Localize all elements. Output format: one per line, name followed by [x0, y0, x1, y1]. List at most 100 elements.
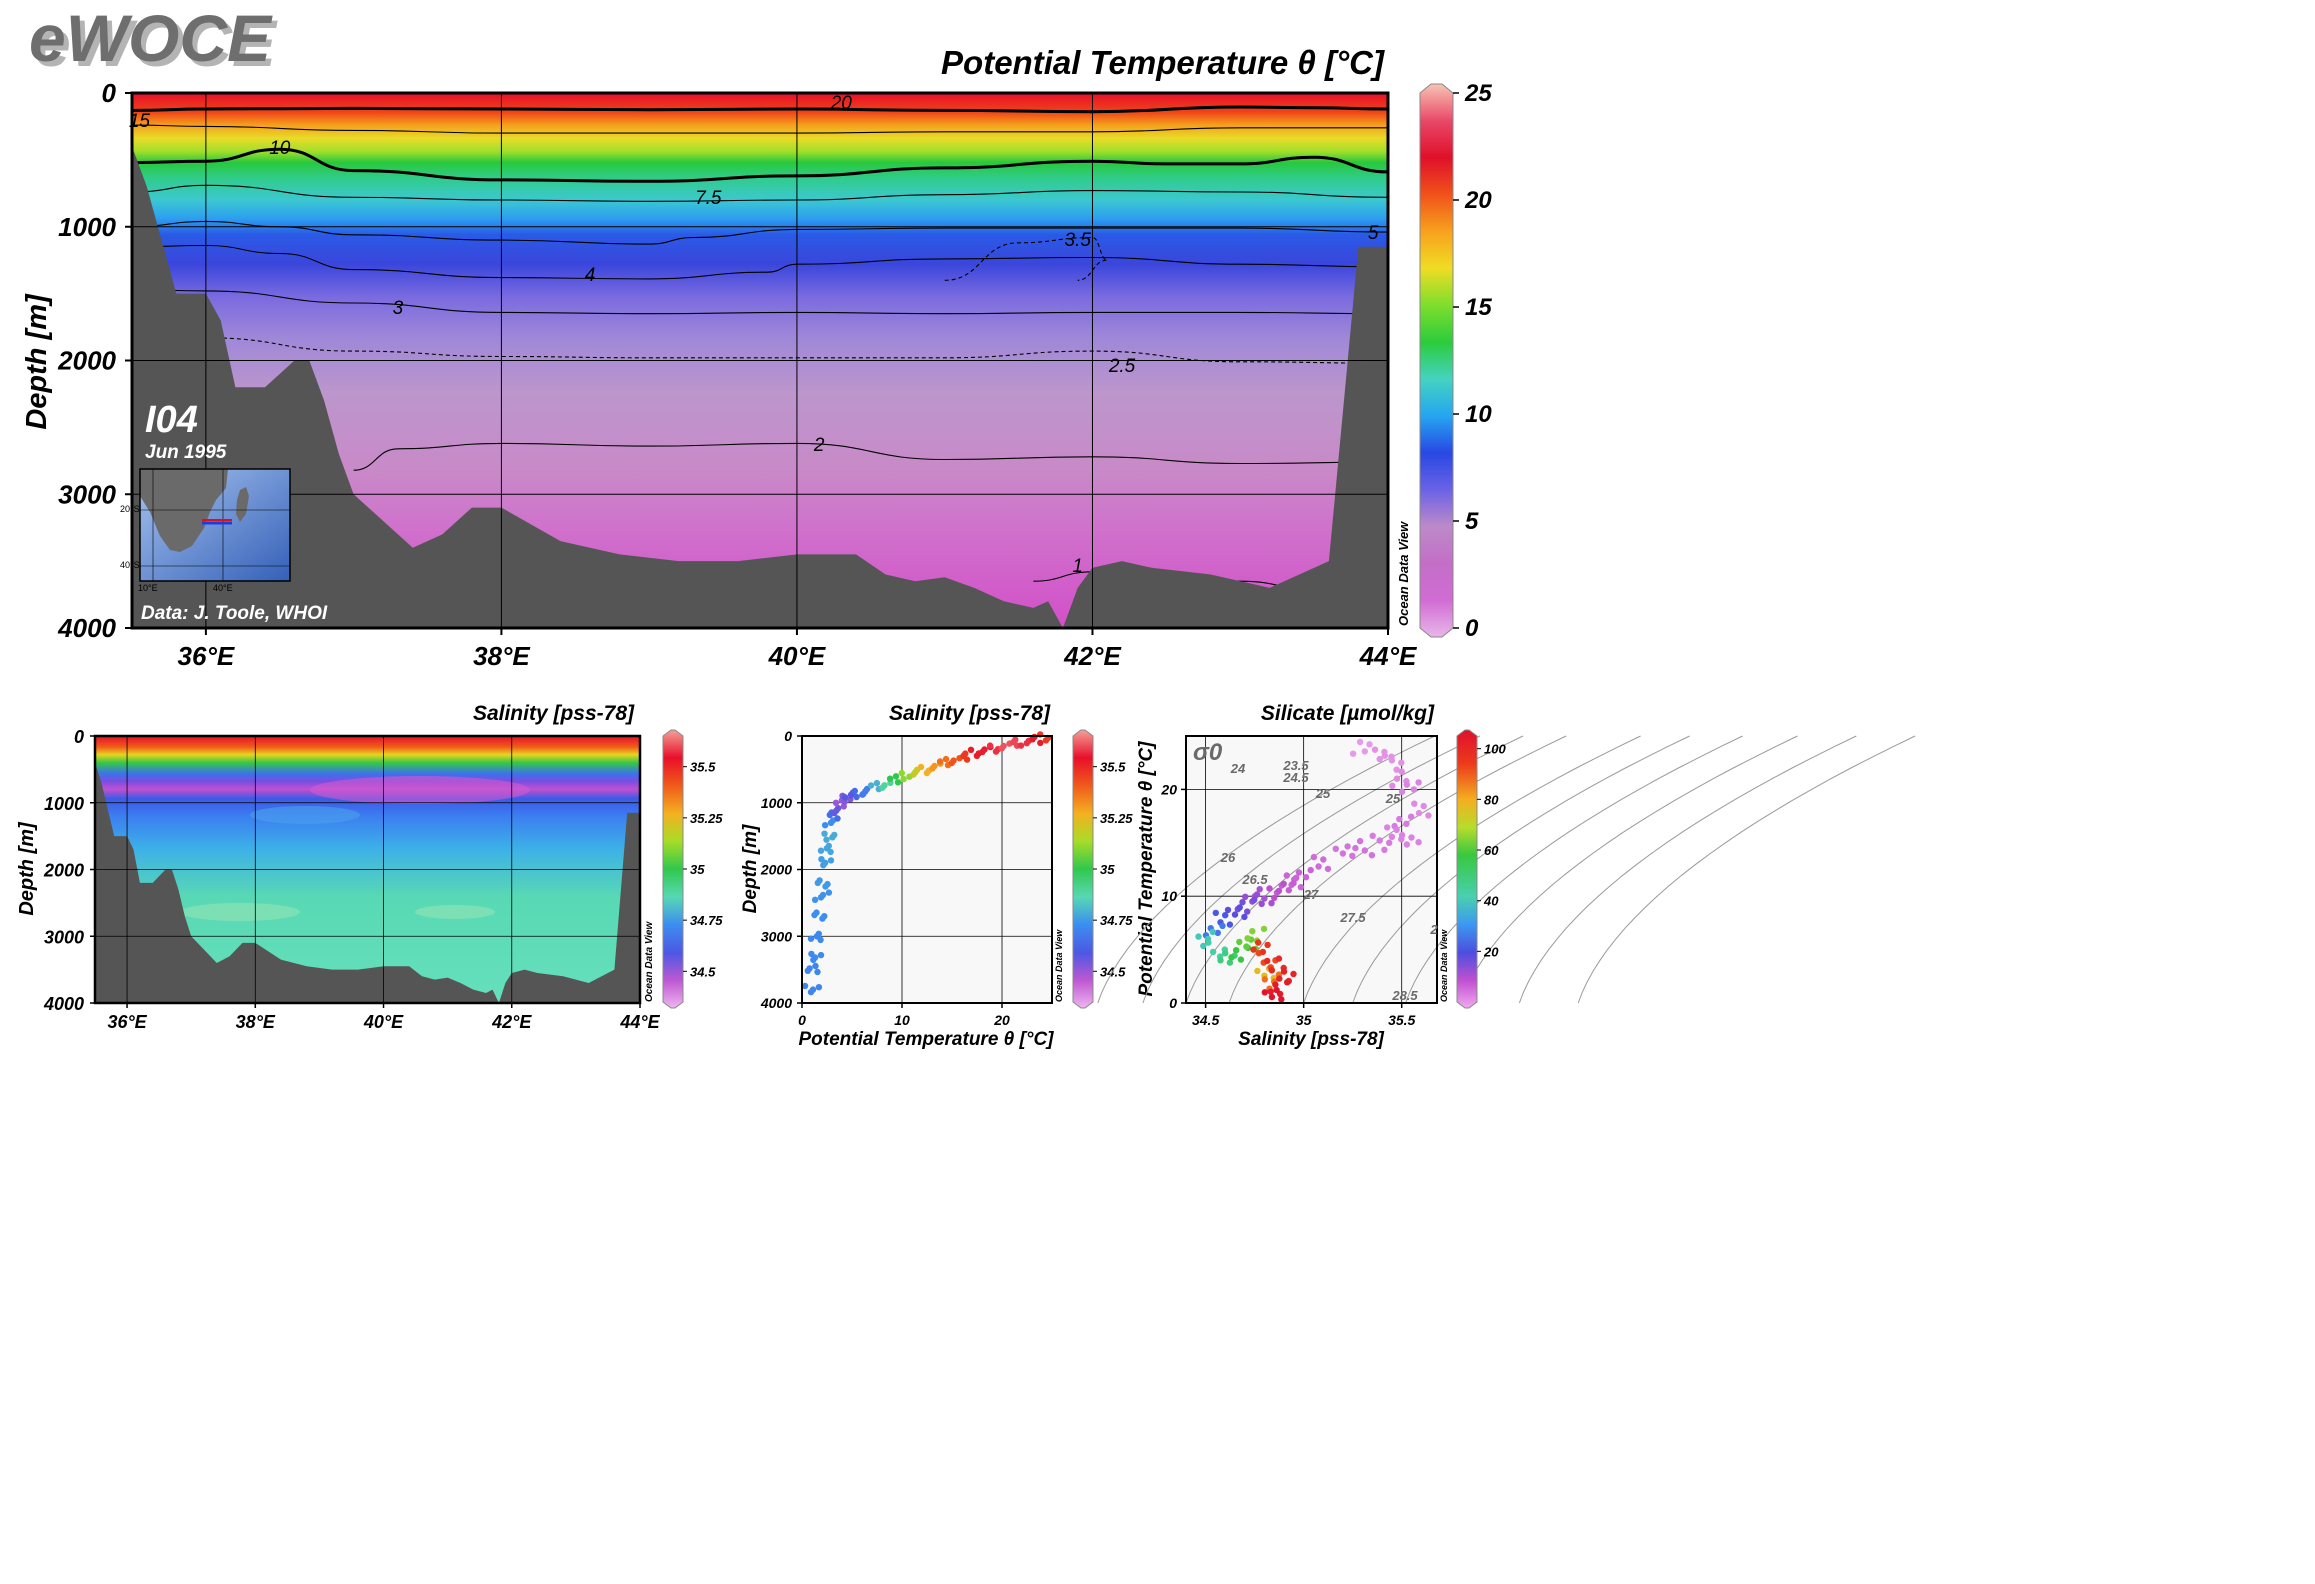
depth-theta-point	[814, 968, 821, 976]
depth-theta-point	[1000, 742, 1007, 750]
theta-salinity-point	[1411, 800, 1418, 807]
depth-theta-point	[841, 794, 849, 801]
depth-theta-point	[834, 805, 842, 812]
salinity-deep-max-b	[415, 905, 495, 919]
depth-theta-point	[936, 758, 944, 765]
theta-salinity-title: Silicate [µmol/kg]	[1261, 702, 1435, 725]
contour-label: 4	[585, 265, 596, 286]
depth-theta-point	[962, 750, 969, 757]
depth-theta-x-label: Potential Temperature θ [°C]	[798, 1029, 1054, 1050]
salinity-x-tick: 36°E	[107, 1012, 147, 1032]
theta-salinity-point	[1396, 815, 1403, 823]
theta-salinity-y-label: Potential Temperature θ [°C]	[1136, 741, 1157, 997]
contour-4	[132, 244, 1388, 280]
salinity-x-tick: 42°E	[491, 1012, 532, 1032]
temperature-y-tick: 0	[102, 78, 117, 108]
theta-salinity-point	[1260, 925, 1268, 933]
temperature-y-tick: 2000	[57, 346, 116, 376]
theta-salinity-point	[1259, 948, 1267, 956]
theta-salinity-point	[1280, 880, 1287, 887]
depth-theta-point	[815, 984, 823, 991]
theta-salinity-point	[1261, 895, 1268, 902]
theta-salinity-point	[1251, 896, 1258, 903]
depth-theta-x-tick: 20	[993, 1012, 1010, 1028]
salinity-colorbar-tick: 35	[1100, 862, 1115, 877]
theta-salinity-point	[1237, 956, 1245, 963]
depth-theta-point	[819, 891, 827, 899]
depth-theta-y-tick: 0	[784, 728, 792, 744]
depth-theta-x-ticks: 0 10 20	[798, 1003, 1010, 1028]
silicate-colorbar-tick: 20	[1483, 944, 1499, 959]
isopycnal-label: 27	[1303, 887, 1319, 902]
contour-3	[132, 289, 1388, 315]
depth-theta-x-tick: 0	[798, 1012, 806, 1028]
theta-salinity-point	[1352, 844, 1359, 852]
temperature-y-label: Depth [m]	[21, 293, 53, 430]
theta-salinity-point	[1255, 939, 1262, 946]
theta-salinity-point	[1236, 938, 1243, 946]
theta-salinity-frame	[1185, 735, 1438, 1004]
isopycnal-labels: 23.5 24 24.5 25 26 26.5 27 27.5 28.5 25 2	[1220, 758, 1439, 1003]
theta-salinity-point	[1369, 832, 1376, 839]
theta-salinity-point	[1219, 922, 1226, 930]
theta-salinity-point	[1381, 752, 1389, 759]
contour-label: 10	[269, 138, 291, 159]
isopycnal-line	[1142, 735, 1481, 1004]
isopycnal-label: 23.5	[1282, 758, 1309, 773]
section-name: I04	[145, 399, 198, 441]
theta-salinity-point	[1420, 802, 1427, 810]
theta-salinity-point	[1403, 841, 1411, 848]
temperature-y-tick: 3000	[58, 479, 116, 509]
temperature-gridlines	[132, 93, 1388, 628]
isopycnal-line	[1460, 735, 1798, 1004]
depth-theta-y-tick: 4000	[760, 995, 792, 1011]
salinity-y-tick: 2000	[43, 861, 84, 881]
theta-salinity-point	[1264, 941, 1271, 949]
isopycnal-label: 27.5	[1339, 910, 1366, 925]
sigma-label: σ0	[1193, 739, 1223, 766]
theta-salinity-point	[1261, 989, 1269, 996]
isopycnal-label: 26.5	[1241, 872, 1268, 887]
theta-salinity-point	[1266, 885, 1273, 892]
location-map-inset: 20°S 40°S 10°E 40°E	[120, 468, 291, 593]
depth-theta-point	[981, 746, 988, 753]
depth-theta-point	[834, 815, 841, 822]
temperature-contours	[132, 105, 1388, 594]
contour-label: 2	[813, 435, 825, 456]
theta-salinity-point	[1339, 850, 1347, 857]
contour-label: 1	[1072, 556, 1083, 577]
contour-label: 15	[129, 111, 151, 132]
theta-salinity-x-tick: 35.5	[1388, 1012, 1415, 1028]
theta-salinity-point	[1226, 921, 1234, 928]
theta-salinity-point	[1332, 845, 1340, 852]
depth-theta-point	[812, 962, 819, 970]
contour-label: 5	[1368, 223, 1379, 244]
depth-theta-point	[931, 762, 938, 770]
theta-salinity-point	[1381, 846, 1388, 853]
theta-salinity-point	[1366, 741, 1373, 748]
temperature-colorbar-tick: 15	[1465, 294, 1492, 321]
salinity-gridlines	[95, 736, 640, 1003]
theta-salinity-point	[1388, 833, 1396, 840]
salinity-colorbar-tick: 34.5	[1100, 964, 1126, 979]
theta-salinity-point	[1376, 755, 1383, 763]
temperature-y-ticks: 0 1000 2000 3000 4000	[57, 78, 132, 643]
salinity-x-tick: 44°E	[619, 1012, 660, 1032]
isopycnal-label: 24.5	[1282, 770, 1309, 785]
depth-theta-point	[892, 773, 900, 780]
theta-salinity-y-ticks: 0 10 20	[1160, 781, 1186, 1011]
theta-salinity-point	[1231, 911, 1239, 918]
theta-salinity-point	[1205, 939, 1212, 946]
depth-theta-point	[950, 757, 957, 764]
theta-salinity-x-tick: 35	[1296, 1012, 1312, 1028]
theta-salinity-point	[1388, 757, 1396, 764]
inset-lon-10e: 10°E	[138, 583, 158, 593]
depth-theta-point	[831, 831, 838, 839]
theta-salinity-point	[1272, 981, 1279, 988]
isopycnal-line	[1518, 735, 1857, 1004]
depth-theta-point	[824, 880, 831, 888]
salinity-colorbar-tick: 35	[690, 862, 705, 877]
isopycnal-label: 25	[1385, 791, 1401, 806]
theta-salinity-point	[1407, 813, 1415, 820]
theta-salinity-point	[1256, 886, 1263, 893]
